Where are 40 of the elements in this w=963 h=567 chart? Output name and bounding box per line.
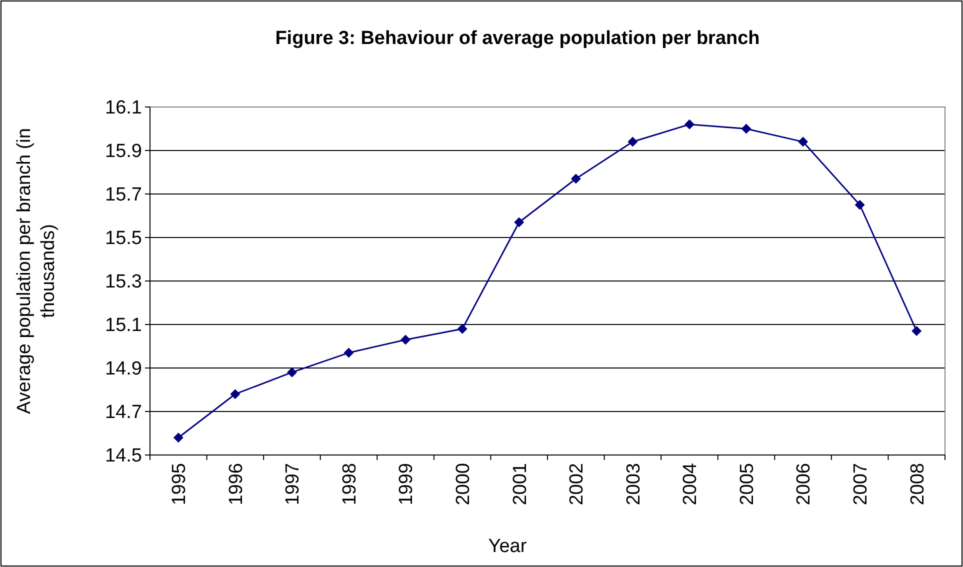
y-tick-label: 15.7 (105, 184, 142, 206)
point (286, 367, 297, 378)
y-tick-label: 14.5 (105, 446, 142, 467)
x-tick-label: 1997 (282, 463, 304, 506)
y-tick-label: 14.7 (105, 402, 142, 424)
x-tick-label: 2007 (850, 463, 872, 506)
y-axis-title: Average population per branch (in thousands) (14, 128, 59, 414)
point (173, 432, 184, 443)
x-tick-label: 2000 (452, 463, 474, 506)
point (684, 119, 694, 130)
y-tick-label: 15.5 (105, 228, 142, 250)
x-tick-label: 1998 (339, 463, 360, 506)
y-tick-label: 14.9 (105, 358, 142, 380)
y-tick-label: 15.1 (105, 315, 142, 336)
chart-title: Figure 3: Behaviour of average population per branch (275, 28, 760, 49)
x-tick-label: 2002 (566, 463, 588, 506)
y-tick-label: 16.1 (105, 98, 142, 119)
x-tick-label: 2008 (907, 463, 928, 506)
x-tick-label: 2001 (510, 463, 531, 506)
x-tick-label: 1999 (396, 463, 418, 506)
point (854, 200, 865, 210)
x-axis-title: Year (488, 536, 528, 557)
point (912, 326, 922, 336)
point (741, 124, 752, 134)
point (400, 334, 411, 345)
x-tick-label: 2006 (794, 463, 815, 506)
x-tick-label: 2003 (623, 463, 644, 506)
point (344, 348, 354, 358)
point (514, 217, 524, 228)
point (457, 324, 468, 334)
point (628, 136, 638, 147)
y-tick-label: 15.3 (105, 272, 142, 293)
point (230, 389, 240, 400)
x-tick-label: 1996 (226, 463, 247, 506)
point (570, 174, 581, 184)
x-tick-label: 2005 (736, 463, 758, 506)
x-tick-label: 1995 (169, 463, 190, 506)
point (798, 136, 808, 147)
x-tick-label: 2004 (680, 462, 702, 506)
y-tick-label: 15.9 (105, 141, 142, 162)
